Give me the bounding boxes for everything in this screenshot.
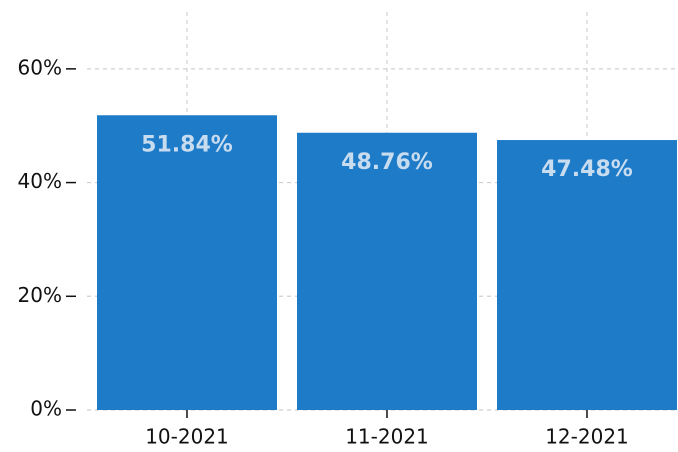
- data-label: 47.48%: [541, 157, 633, 182]
- y-tick-label: 0%: [30, 397, 62, 421]
- data-label: 51.84%: [141, 132, 233, 157]
- data-label: 48.76%: [341, 150, 433, 175]
- y-tick-label: 20%: [18, 283, 62, 307]
- x-tick-label: 12-2021: [545, 425, 629, 449]
- x-tick-label: 10-2021: [145, 425, 229, 449]
- bar: [97, 115, 277, 411]
- y-tick-label: 40%: [18, 169, 62, 193]
- bar: [297, 132, 477, 410]
- bar: [497, 140, 677, 410]
- y-tick-label: 60%: [18, 55, 62, 79]
- x-tick-label: 11-2021: [345, 425, 429, 449]
